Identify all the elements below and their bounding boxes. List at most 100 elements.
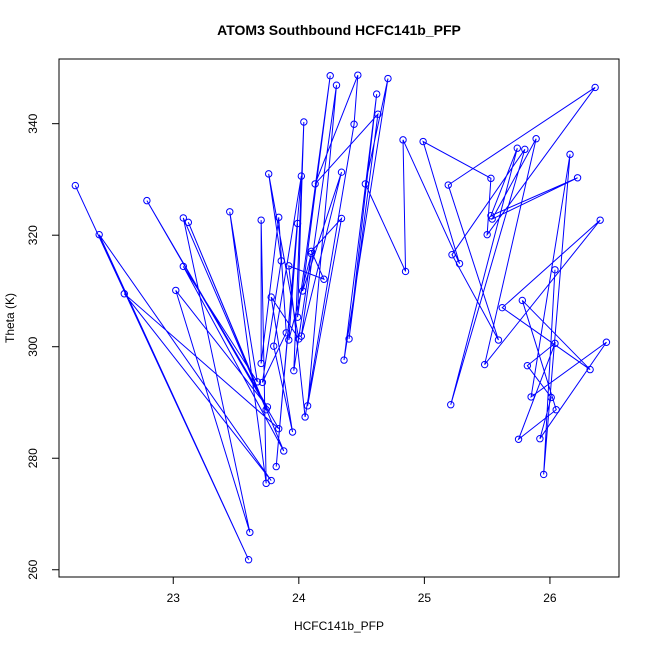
- data-point: [384, 74, 392, 83]
- data-point: [532, 135, 540, 143]
- data-point: [527, 393, 535, 401]
- data-point: [257, 216, 265, 224]
- data-point: [494, 336, 503, 344]
- data-point: [361, 180, 370, 188]
- data-point: [551, 266, 559, 274]
- data-point: [350, 120, 358, 128]
- data-point: [586, 365, 594, 374]
- data-point: [275, 424, 283, 433]
- data-point: [483, 230, 491, 239]
- data-point: [518, 296, 527, 305]
- y-tick-label: 340: [26, 113, 40, 133]
- data-point: [487, 174, 495, 183]
- data-point: [264, 170, 273, 178]
- data-point: [307, 247, 316, 256]
- data-point: [602, 338, 611, 346]
- y-tick-label: 280: [26, 448, 40, 468]
- data-point: [179, 262, 188, 271]
- data-point: [596, 216, 604, 224]
- x-axis-label: HCFC141b_PFP: [294, 619, 384, 633]
- data-point: [523, 361, 532, 370]
- data-point: [337, 168, 346, 176]
- data-point: [374, 110, 382, 118]
- data-point: [448, 251, 456, 259]
- data-point: [280, 447, 288, 455]
- plot-area: [71, 71, 611, 564]
- data-point: [480, 360, 489, 369]
- data-point: [401, 267, 410, 276]
- data-point: [282, 329, 290, 337]
- y-axis-label: Theta (K): [3, 293, 17, 343]
- data-point: [297, 172, 306, 180]
- data-point: [270, 342, 278, 350]
- data-point: [288, 428, 297, 436]
- data-point: [257, 359, 265, 368]
- data-point: [536, 435, 544, 443]
- series-line: [74, 74, 607, 560]
- data-point: [521, 145, 529, 154]
- data-point: [372, 90, 381, 98]
- chart-title: ATOM3 Southbound HCFC141b_PFP: [217, 22, 461, 38]
- data-point: [487, 211, 495, 220]
- data-point: [307, 249, 316, 258]
- data-point: [551, 339, 559, 348]
- data-point: [244, 556, 253, 564]
- x-tick-label: 24: [292, 591, 306, 605]
- data-point: [71, 181, 80, 190]
- data-point: [95, 230, 103, 239]
- data-point: [172, 286, 180, 295]
- data-point: [513, 144, 521, 152]
- data-point: [226, 208, 234, 216]
- data-point: [311, 180, 319, 188]
- x-tick-label: 23: [167, 591, 181, 605]
- data-point: [184, 218, 193, 227]
- data-point: [547, 393, 555, 402]
- data-point: [340, 356, 348, 364]
- data-point: [262, 406, 270, 414]
- data-point: [262, 479, 270, 488]
- data-point: [253, 378, 262, 386]
- data-point: [419, 137, 427, 146]
- y-tick-label: 260: [26, 559, 40, 579]
- data-point: [345, 335, 353, 343]
- data-point: [267, 293, 275, 301]
- y-tick-label: 320: [26, 225, 40, 245]
- data-point: [290, 366, 298, 375]
- data-point: [488, 215, 496, 223]
- data-point: [293, 219, 302, 228]
- data-point: [498, 303, 506, 312]
- data-point: [301, 413, 309, 421]
- data-point: [285, 262, 293, 270]
- data-point: [337, 214, 346, 223]
- data-point: [298, 287, 307, 295]
- data-point: [179, 214, 188, 222]
- data-point: [447, 401, 455, 409]
- data-point: [246, 528, 254, 537]
- data-point: [573, 174, 582, 182]
- data-point: [399, 136, 407, 144]
- data-point: [120, 290, 128, 298]
- x-tick-label: 25: [418, 591, 432, 605]
- data-point: [539, 470, 548, 479]
- data-point: [258, 378, 267, 387]
- data-point: [514, 435, 523, 443]
- data-point: [320, 275, 328, 283]
- data-point: [354, 71, 362, 79]
- data-point: [332, 81, 341, 89]
- x-tick-label: 26: [543, 591, 557, 605]
- y-tick-label: 300: [26, 336, 40, 356]
- data-point: [275, 213, 283, 222]
- x-axis: 23 24 25 26: [167, 576, 557, 605]
- data-point: [272, 462, 280, 471]
- data-point: [300, 118, 308, 126]
- data-point: [277, 257, 285, 265]
- data-point: [143, 196, 151, 205]
- data-point: [566, 150, 574, 159]
- data-point: [455, 259, 464, 268]
- data-point: [591, 83, 599, 92]
- data-point: [444, 181, 452, 189]
- y-axis: 260 280 300 320 340: [26, 113, 60, 580]
- data-point: [293, 313, 302, 321]
- data-point: [285, 336, 293, 344]
